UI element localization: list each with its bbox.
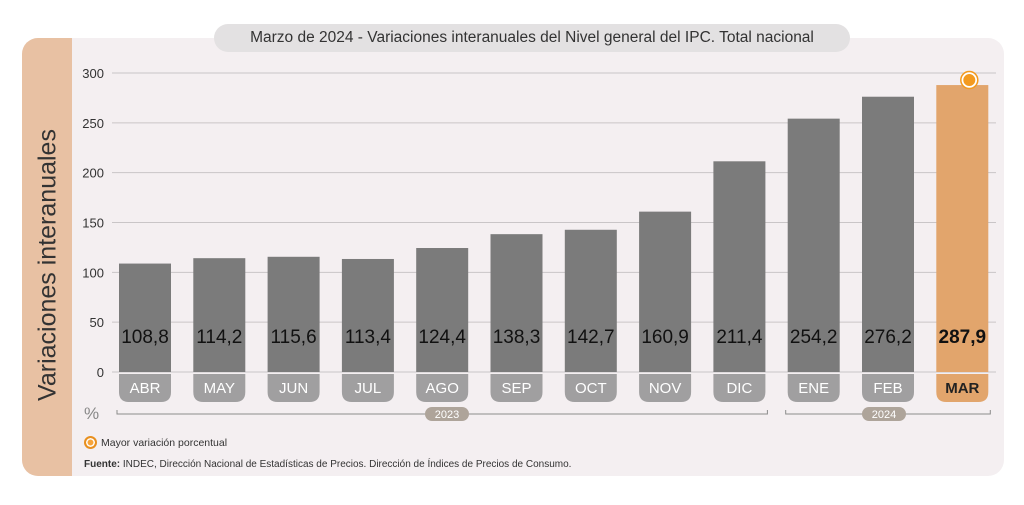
bar-value-label: 211,4 xyxy=(716,327,763,348)
bar xyxy=(936,85,989,373)
category-pill xyxy=(639,374,692,402)
x-tick-label: ABR xyxy=(130,380,161,397)
y-axis-unit: % xyxy=(84,404,100,423)
bar xyxy=(564,229,617,372)
x-tick-label: AGO xyxy=(426,380,459,397)
x-tick-label: OCT xyxy=(575,380,607,397)
x-tick-label: DIC xyxy=(726,380,752,397)
y-tick-label: 0 xyxy=(97,365,104,380)
y-tick-label: 300 xyxy=(82,66,104,81)
category-pill xyxy=(862,374,914,402)
source-label: Fuente: xyxy=(84,459,121,470)
category-pill xyxy=(119,374,171,402)
bar xyxy=(490,234,543,372)
x-tick-label: ENE xyxy=(798,380,829,397)
category-pill xyxy=(787,374,840,402)
year-label: 2023 xyxy=(435,409,459,421)
bar-value-label: 254,2 xyxy=(790,327,838,348)
category-pill xyxy=(193,374,246,402)
bar xyxy=(193,258,246,372)
x-tick-labels: ABR MAY JUN JUL AGO SEP OCT NOV DIC ENE FEB MAR xyxy=(119,374,989,402)
bar-value-label: 124,4 xyxy=(418,327,466,348)
bar xyxy=(862,96,914,372)
legend-label: Mayor variación porcentual xyxy=(101,436,228,449)
x-tick-label: JUN xyxy=(279,380,308,397)
max-variation-marker-ring xyxy=(960,70,979,90)
y-tick-labels: 0 50 100 150 200 250 300 xyxy=(82,66,104,380)
category-pill xyxy=(267,374,320,402)
x-tick-label: MAY xyxy=(204,380,235,397)
x-tick-label: MAR xyxy=(945,380,979,397)
bar-value-label: 160,9 xyxy=(641,327,689,348)
bar xyxy=(713,161,766,372)
bar xyxy=(341,258,394,372)
bar xyxy=(416,248,469,372)
bar-value-label: 142,7 xyxy=(567,327,615,348)
bar-value-label: 287,9 xyxy=(939,327,987,348)
orange-circle-icon xyxy=(84,436,97,449)
bar-value-label: 138,3 xyxy=(493,327,541,348)
year-label: 2024 xyxy=(872,409,896,421)
bar xyxy=(787,118,840,372)
max-variation-marker xyxy=(961,72,978,89)
bars: 108,8 114,2 115,6 113,4 124,4 138,3 142,7 160,9… xyxy=(119,70,989,373)
bar-value-label: 113,4 xyxy=(345,327,392,348)
legend: Mayor variación porcentual xyxy=(84,436,227,449)
x-tick-label: NOV xyxy=(649,380,682,397)
bar xyxy=(119,263,171,372)
category-pill xyxy=(490,374,543,402)
y-tick-label: 200 xyxy=(82,166,104,181)
bar-value-label: 115,6 xyxy=(271,327,317,348)
x-tick-label: SEP xyxy=(501,380,531,397)
chart-title: Marzo de 2024 - Variaciones interanuales… xyxy=(214,24,850,52)
y-axis-sidebar xyxy=(22,38,72,476)
bar-value-label: 108,8 xyxy=(121,327,169,348)
source-text: INDEC, Dirección Nacional de Estadística… xyxy=(120,459,572,470)
source-note: Fuente: INDEC, Dirección Nacional de Est… xyxy=(84,459,571,470)
y-tick-label: 100 xyxy=(82,265,104,280)
x-tick-label: FEB xyxy=(873,380,902,397)
bar xyxy=(639,211,692,372)
year-pill xyxy=(425,407,469,421)
category-pill xyxy=(416,374,469,402)
category-pill xyxy=(341,374,394,402)
year-pill xyxy=(862,407,906,421)
year-brackets: 2023 2024 xyxy=(116,407,991,421)
category-pill xyxy=(713,374,766,402)
category-pill xyxy=(564,374,617,402)
category-pill xyxy=(936,374,989,402)
y-tick-label: 50 xyxy=(90,315,104,330)
gridlines xyxy=(112,72,996,373)
bar-value-label: 114,2 xyxy=(196,327,242,348)
y-tick-label: 250 xyxy=(82,116,104,131)
bar xyxy=(267,256,320,372)
y-tick-label: 150 xyxy=(82,216,104,231)
bar-value-label: 276,2 xyxy=(864,327,912,348)
x-tick-label: JUL xyxy=(355,380,382,397)
